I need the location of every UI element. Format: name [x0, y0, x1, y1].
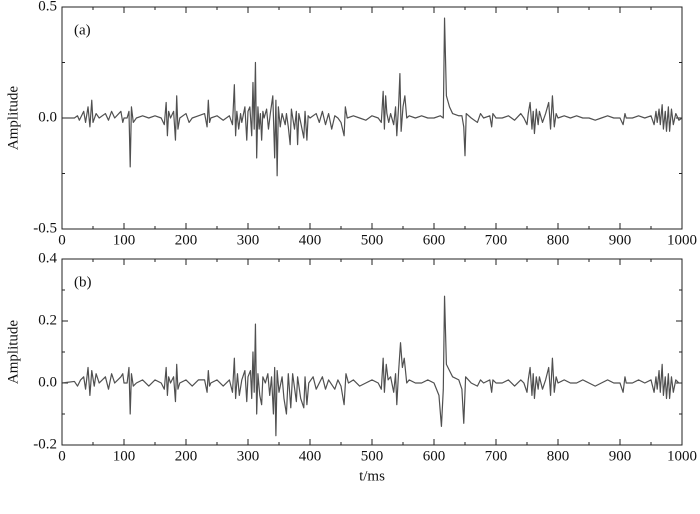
x-tick-label: 0 [58, 232, 66, 248]
x-tick-label: 300 [237, 232, 260, 248]
x-tick-label: 300 [237, 448, 260, 464]
plot-frame [61, 6, 683, 230]
x-axis-label: t/ms [359, 468, 385, 484]
trace-line [61, 295, 682, 437]
trace-line [62, 17, 683, 177]
x-tick-label: 1000 [667, 448, 697, 464]
y-tick-label: -0.5 [33, 220, 57, 236]
x-tick-label: 900 [609, 232, 632, 248]
x-tick-label: 600 [423, 232, 446, 248]
panel-label: (b) [74, 274, 92, 290]
y-tick-label: 0.0 [38, 374, 57, 390]
x-tick-label: 400 [299, 448, 322, 464]
x-tick-label: 200 [175, 232, 198, 248]
y-tick-label: 0.5 [38, 0, 57, 14]
x-tick-label: 900 [609, 448, 632, 464]
x-tick-label: 200 [175, 448, 198, 464]
x-tick-label: 500 [361, 448, 384, 464]
y-tick-label: -0.2 [33, 436, 57, 452]
plot-frame [61, 258, 683, 446]
y-tick-label: 0.0 [38, 109, 57, 125]
y-axis-label: Amplitude [5, 320, 21, 385]
y-tick-label: 0.2 [38, 312, 57, 328]
x-tick-label: 1000 [667, 232, 697, 248]
x-tick-label: 800 [547, 232, 570, 248]
x-tick-label: 700 [485, 232, 508, 248]
y-tick-label: 0.4 [38, 250, 57, 266]
x-tick-label: 0 [58, 448, 66, 464]
x-tick-label: 800 [547, 448, 570, 464]
x-tick-label: 400 [299, 232, 322, 248]
y-axis-label: Amplitude [5, 86, 21, 151]
x-tick-label: 700 [485, 448, 508, 464]
x-tick-label: 500 [361, 232, 384, 248]
x-tick-label: 600 [423, 448, 446, 464]
x-tick-label: 100 [113, 232, 136, 248]
x-tick-label: 100 [113, 448, 136, 464]
panel-label: (a) [74, 22, 91, 38]
